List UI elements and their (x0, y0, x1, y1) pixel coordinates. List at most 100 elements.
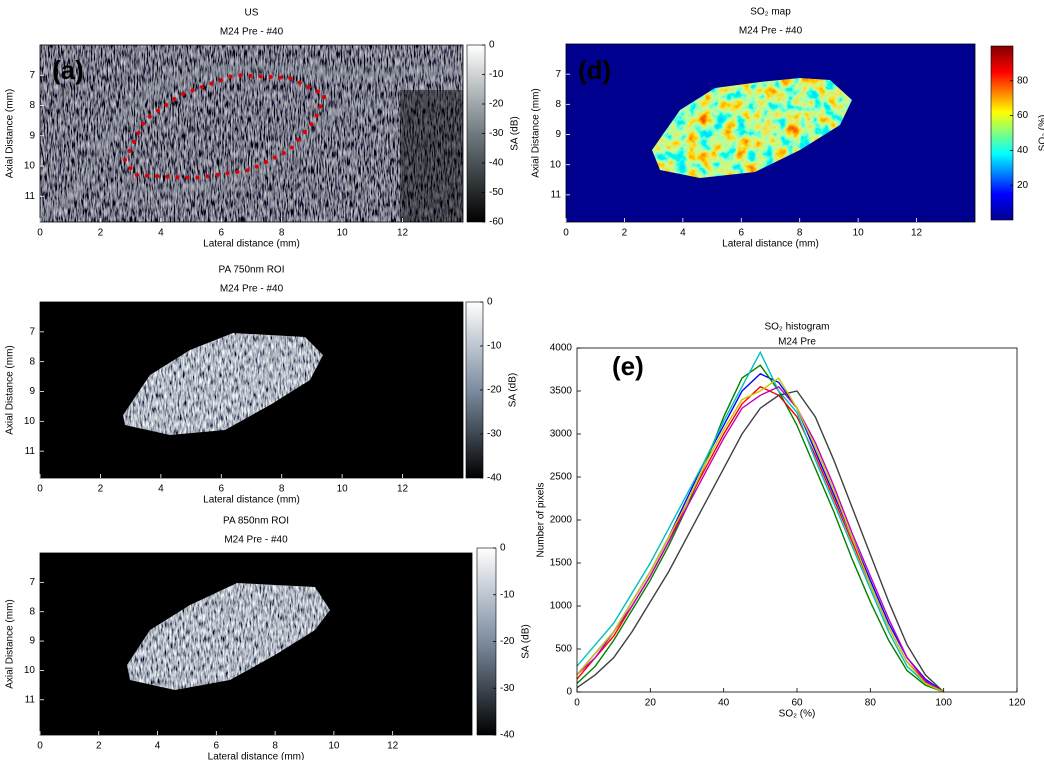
chart-title: SO₂ map (750, 7, 791, 18)
x-axis-label: SO₂ (%) (779, 709, 816, 720)
x-tick-label: 0 (37, 228, 43, 239)
colorbar-tick-label: -10 (500, 589, 515, 600)
x-tick-label: 12 (397, 484, 409, 495)
y-tick-label: 0 (566, 687, 572, 698)
x-tick-label: 0 (563, 228, 569, 239)
panel-label: (e) (612, 351, 644, 381)
x-tick-label: 8 (279, 228, 285, 239)
panel-label: (c) (52, 565, 84, 595)
y-tick-label: 3000 (550, 429, 573, 440)
y-tick-label: 8 (29, 356, 35, 367)
x-tick-label: 6 (219, 484, 225, 495)
colorbar-tick-label: 0 (487, 297, 493, 308)
colorbar-label: SO₂ (%) (1038, 115, 1044, 152)
x-tick-label: 2 (98, 484, 104, 495)
roi-outline (122, 72, 328, 181)
y-tick-label: 9 (555, 129, 561, 140)
y-tick-label: 7 (29, 577, 35, 588)
x-tick-label: 8 (272, 741, 278, 752)
x-tick-label: 0 (37, 741, 43, 752)
y-axis-label: Number of pixels (536, 482, 547, 557)
y-tick-label: 500 (555, 644, 572, 655)
y-axis-label: Axial Distance (mm) (5, 89, 16, 178)
y-tick-label: 10 (24, 665, 36, 676)
y-tick-label: 7 (555, 69, 561, 80)
histogram-line (576, 385, 945, 693)
y-tick-label: 9 (29, 386, 35, 397)
colorbar-tick-label: 0 (489, 40, 495, 51)
chart-title: PA 750nm ROI (219, 265, 285, 276)
x-tick-label: 10 (337, 228, 349, 239)
x-tick-label: 0 (574, 698, 580, 709)
x-tick-label: 12 (387, 741, 399, 752)
panel-label: (d) (578, 55, 611, 85)
x-tick-label: 80 (865, 698, 877, 709)
colorbar-tick-label: 40 (1017, 145, 1029, 156)
x-tick-label: 6 (739, 228, 745, 239)
colorbar-tick-label: 0 (500, 543, 506, 554)
y-tick-label: 9 (29, 636, 35, 647)
x-tick-label: 6 (219, 228, 225, 239)
y-tick-label: 10 (24, 416, 36, 427)
x-axis-label: Lateral distance (mm) (203, 239, 300, 250)
y-tick-label: 8 (29, 100, 35, 111)
colorbar-tick-label: -20 (500, 636, 515, 647)
chart-title: PA 850nm ROI (223, 516, 289, 527)
x-tick-label: 10 (337, 484, 349, 495)
x-tick-label: 2 (98, 228, 104, 239)
x-tick-label: 120 (1009, 698, 1026, 709)
colorbar-tick-label: -10 (487, 341, 502, 352)
us-image (40, 45, 463, 222)
plot-frame (39, 552, 473, 736)
y-tick-label: 11 (25, 446, 36, 457)
y-tick-label: 2500 (550, 472, 573, 483)
x-tick-label: 2 (96, 741, 102, 752)
colorbar-tick-label: -10 (489, 69, 504, 80)
histogram-line (576, 377, 944, 693)
colorbar-tick-label: -20 (487, 385, 502, 396)
histogram-line (576, 350, 944, 693)
histogram-line (576, 385, 945, 693)
histogram-line (576, 364, 944, 693)
colorbar-tick-label: -40 (500, 730, 515, 741)
y-tick-label: 2000 (550, 515, 573, 526)
x-axis-label: Lateral distance (mm) (203, 495, 300, 506)
x-tick-label: 10 (328, 741, 340, 752)
y-axis-label: Axial Distance (mm) (5, 599, 16, 688)
x-tick-label: 60 (791, 698, 803, 709)
y-tick-label: 1000 (550, 601, 573, 612)
y-tick-label: 4000 (550, 343, 573, 354)
x-tick-label: 4 (158, 484, 164, 495)
panel-label: (a) (52, 55, 84, 85)
x-tick-label: 100 (935, 698, 952, 709)
x-tick-label: 4 (680, 228, 686, 239)
chart-subtitle: M24 Pre - #40 (224, 535, 288, 546)
y-tick-label: 11 (551, 189, 562, 200)
chart-title: SO₂ histogram (764, 322, 829, 333)
colorbar-tick-label: -30 (487, 429, 502, 440)
y-tick-label: 10 (24, 161, 36, 172)
histogram-line (576, 390, 945, 693)
colorbar-tick-label: -60 (489, 217, 504, 228)
x-tick-label: 12 (911, 228, 923, 239)
colorbar-tick-label: -30 (500, 683, 515, 694)
plot-frame (565, 43, 976, 223)
x-tick-label: 12 (397, 228, 409, 239)
x-axis-label: Lateral distance (mm) (208, 752, 305, 760)
x-tick-label: 8 (797, 228, 803, 239)
colorbar-label: SA (dB) (510, 116, 521, 150)
x-tick-label: 8 (279, 484, 285, 495)
y-axis-label: Axial Distance (mm) (5, 345, 16, 434)
chart-subtitle: M24 Pre - #40 (220, 284, 284, 295)
colorbar-tick-label: 20 (1017, 180, 1029, 191)
y-tick-label: 11 (25, 191, 36, 202)
y-tick-label: 11 (25, 694, 36, 705)
x-tick-label: 40 (718, 698, 730, 709)
colorbar (990, 45, 1014, 221)
plot-frame (576, 347, 1018, 693)
x-tick-label: 20 (645, 698, 657, 709)
y-tick-label: 8 (555, 99, 561, 110)
panel-label: (b) (52, 313, 85, 343)
y-tick-label: 7 (29, 326, 35, 337)
y-axis-label: Axial Distance (mm) (531, 88, 542, 177)
